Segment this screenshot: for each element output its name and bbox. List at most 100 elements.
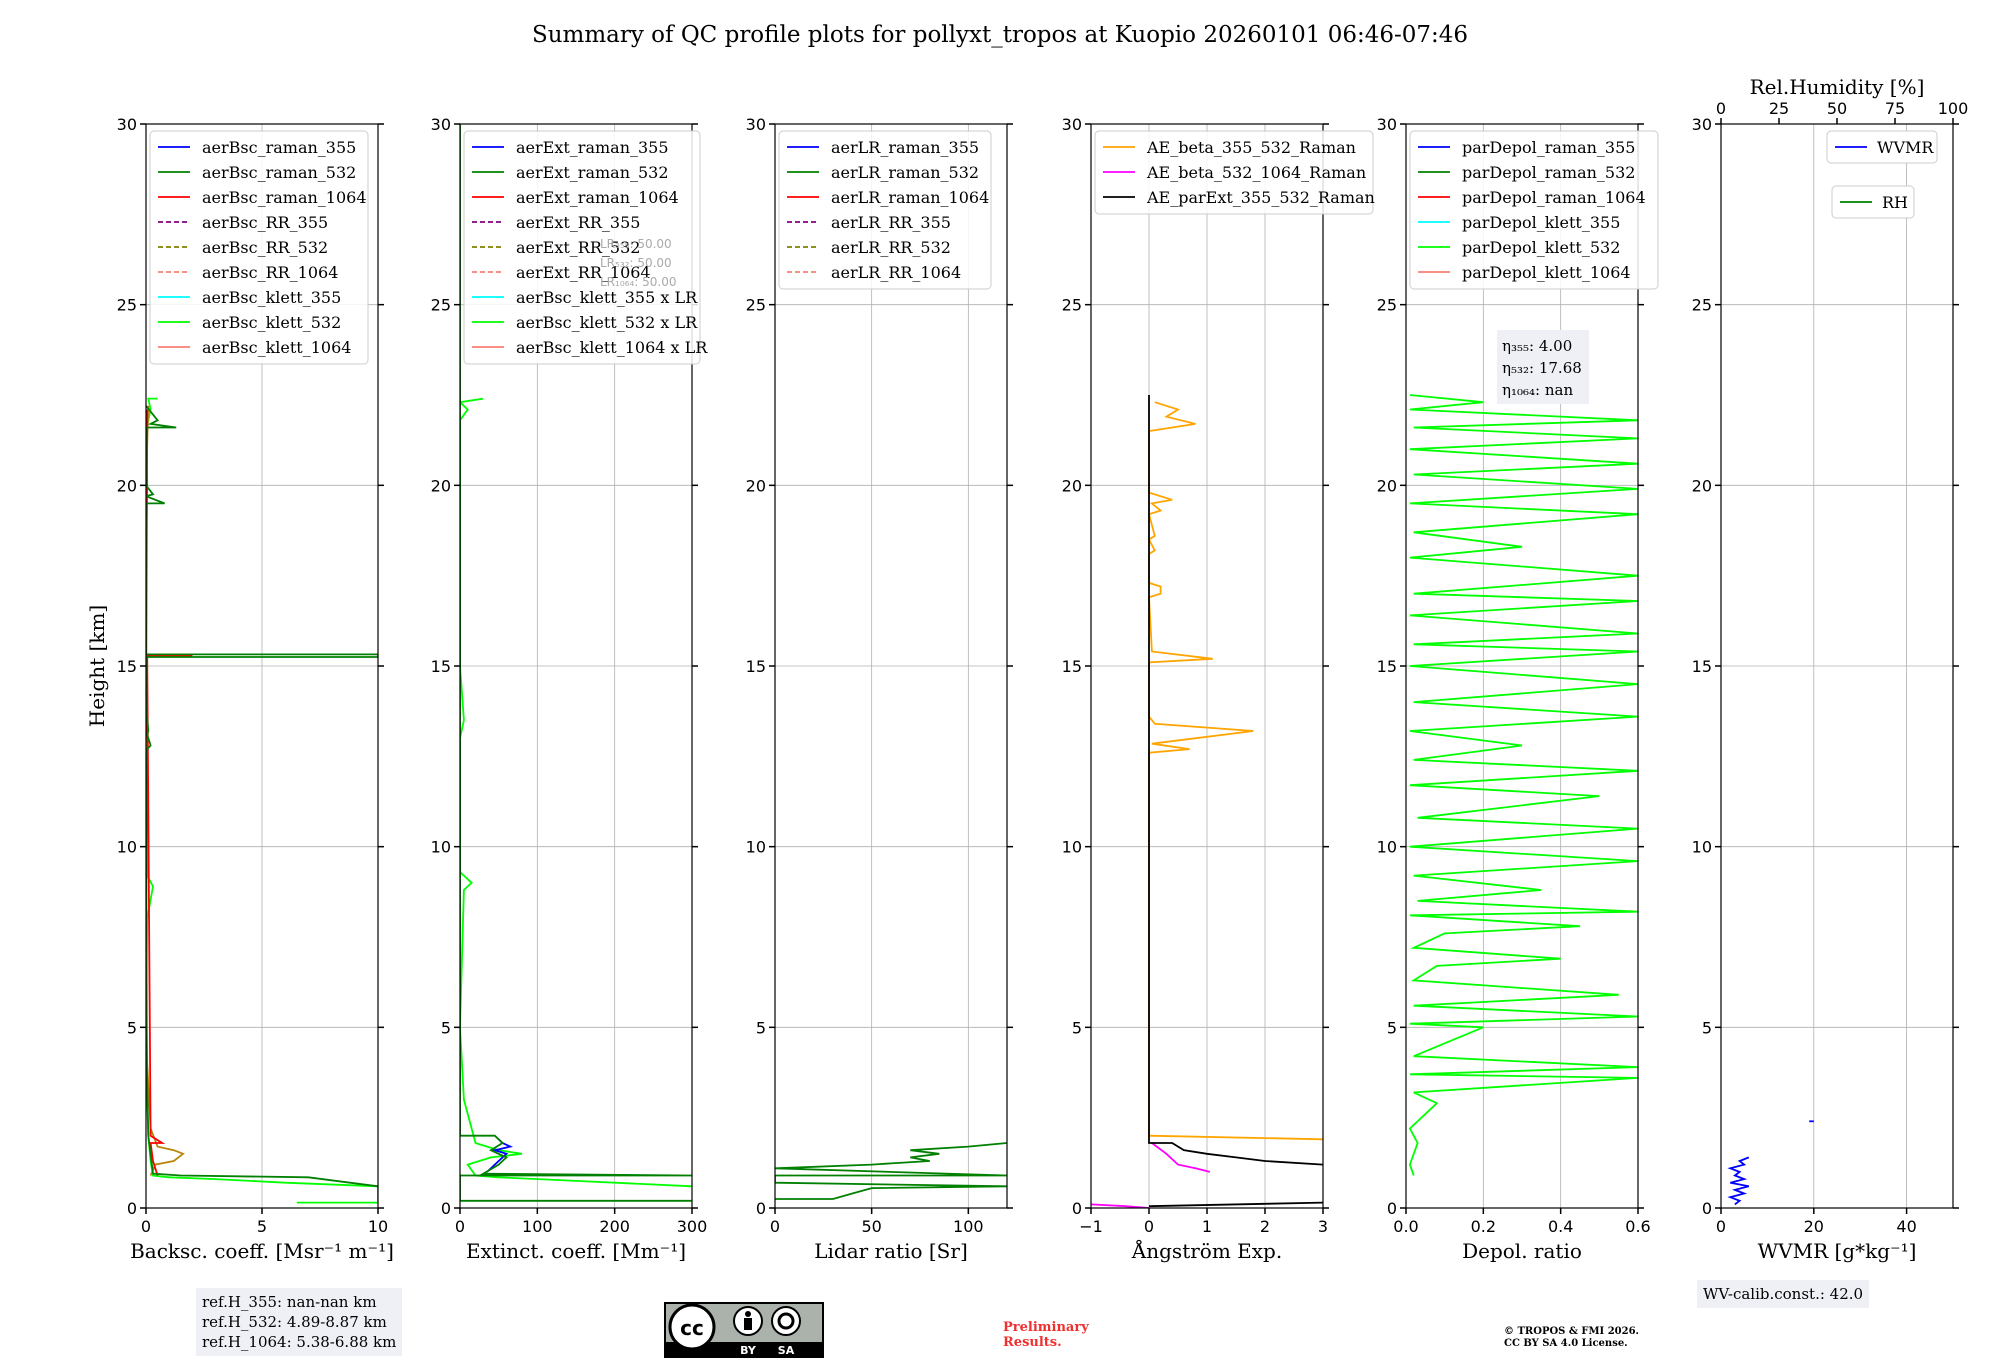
lr-note: LR₁₀₆₄: 50.00: [600, 275, 676, 289]
legend-label: aerBsc_raman_1064: [202, 188, 367, 207]
ytick-label: 20: [117, 476, 137, 495]
legend-label: parDepol_raman_355: [1462, 138, 1635, 157]
ytick-label: 5: [441, 1018, 451, 1037]
ref-height-1064: ref.H_1064: 5.38-6.88 km: [202, 1333, 397, 1351]
xtick-label: 40: [1896, 1217, 1916, 1236]
copyright-line-2: CC BY SA 4.0 License.: [1504, 1338, 1628, 1349]
ytick-label: 25: [1692, 296, 1712, 315]
xtick-label: 0.4: [1548, 1217, 1573, 1236]
ytick-label: 15: [1377, 657, 1397, 676]
legend-label: aerLR_RR_355: [831, 213, 951, 232]
legend-box-rh: [1831, 185, 1915, 219]
wv-calib-text: WV-calib.const.: 42.0: [1703, 1285, 1864, 1303]
ytick-label: 30: [431, 115, 451, 134]
legend-label: aerLR_RR_532: [831, 238, 951, 257]
cc-logo-icon: [668, 1303, 716, 1351]
xtick-label: 100: [953, 1217, 984, 1236]
legend-label: parDepol_raman_532: [1462, 163, 1635, 182]
xtick-label: 0: [141, 1217, 151, 1236]
legend-label: parDepol_klett_532: [1462, 238, 1620, 257]
xtick-label: 5: [257, 1217, 267, 1236]
legend-label: aerBsc_klett_355 x LR: [516, 288, 698, 307]
legend-label: aerBsc_klett_1064 x LR: [516, 338, 708, 357]
figure-title: Summary of QC profile plots for pollyxt_…: [531, 22, 1469, 48]
series-aerBsc_klett_1064: [146, 405, 185, 1176]
xtick-label: 20: [1804, 1217, 1824, 1236]
xtick-label: 0: [1144, 1217, 1154, 1236]
legend-label: aerExt_raman_355: [516, 138, 669, 157]
copyright-line-1: © TROPOS & FMI 2026.: [1504, 1326, 1640, 1337]
series-aerLR_raman_532: [775, 1142, 1007, 1200]
ytick-label: 15: [1062, 657, 1082, 676]
ytick-label: 10: [431, 838, 451, 857]
xaxis-label-backscatter: Backsc. coeff. [Msr⁻¹ m⁻¹]: [130, 1239, 394, 1263]
ref-height-355: ref.H_355: nan-nan km: [202, 1293, 377, 1311]
ytick-label: 0: [756, 1199, 766, 1218]
ytick-label: 5: [1072, 1018, 1082, 1037]
xtick-label: 1: [1202, 1217, 1212, 1236]
legend-box-angstrom: [1094, 130, 1374, 215]
ytick-label: 0: [1387, 1199, 1397, 1218]
xaxis-label-lidar_ratio: Lidar ratio [Sr]: [814, 1239, 968, 1263]
ytick-label: 10: [1377, 838, 1397, 857]
legend-label: parDepol_klett_1064: [1462, 263, 1631, 282]
xtick-label: 0.0: [1393, 1217, 1418, 1236]
by-person-head: [745, 1311, 751, 1317]
yaxis-label: Height [km]: [85, 605, 109, 727]
legend-box-lidar_ratio: [778, 130, 992, 290]
by-person-body: [744, 1318, 752, 1330]
xtick-label: 0: [455, 1217, 465, 1236]
ytick-label: 0: [127, 1199, 137, 1218]
legend-label: RH: [1882, 193, 1908, 212]
preliminary-note: Preliminary Results.: [1003, 1320, 1089, 1350]
xtick-label: 300: [677, 1217, 708, 1236]
legend-label: aerExt_RR_532: [516, 238, 640, 257]
xtick-label: 0.6: [1625, 1217, 1650, 1236]
legend-label: WVMR: [1877, 138, 1934, 157]
copyright-note: © TROPOS & FMI 2026. CC BY SA 4.0 Licens…: [1504, 1326, 1639, 1350]
ytick-label: 5: [1702, 1018, 1712, 1037]
panel-lidar_ratio: 0 5 10 15 20 25 30 0 50 100 Lidar ratio [Sr] aerLR_…: [746, 115, 1013, 1263]
sa-share-arc: [777, 1312, 795, 1330]
legend-label: aerExt_raman_1064: [516, 188, 679, 207]
ytick-label: 30: [746, 115, 766, 134]
ref-height-532: ref.H_532: 4.89-8.87 km: [202, 1313, 387, 1331]
ref-heights-box: ref.H_355: nan-nan km ref.H_532: 4.89-8.…: [196, 1288, 403, 1356]
ytick-label: 30: [1377, 115, 1397, 134]
legend-label: aerBsc_RR_1064: [202, 263, 338, 282]
legend-label: aerBsc_klett_1064: [202, 338, 351, 357]
sa-share-icon: [771, 1306, 801, 1336]
legend-box-extinction: [463, 130, 701, 365]
legend-label: aerBsc_raman_355: [202, 138, 356, 157]
eta-text: η₃₅₅: 4.00: [1502, 337, 1572, 355]
ytick-label: 15: [746, 657, 766, 676]
ytick-label: 5: [1387, 1018, 1397, 1037]
xtick-label: 0: [1716, 1217, 1726, 1236]
top-xtick-label: 75: [1885, 99, 1905, 118]
legend-label: parDepol_klett_355: [1462, 213, 1620, 232]
series-parDepol_klett_532: [1408, 394, 1638, 1176]
ytick-label: 30: [117, 115, 137, 134]
eta-text: η₅₃₂: 17.68: [1502, 359, 1582, 377]
legend-label: AE_beta_532_1064_Raman: [1146, 163, 1366, 182]
legend-label: aerLR_raman_1064: [831, 188, 989, 207]
ytick-label: 15: [1692, 657, 1712, 676]
xtick-label: 200: [599, 1217, 630, 1236]
legend-label: aerExt_raman_532: [516, 163, 669, 182]
legend-label: parDepol_raman_1064: [1462, 188, 1646, 207]
ytick-label: 0: [1072, 1199, 1082, 1218]
legend-label: aerBsc_RR_355: [202, 213, 328, 232]
panel-depol: 0 5 10 15 20 25 30 0.0 0.2 0.4 0.6 Depol. ratio parD…: [1377, 115, 1659, 1263]
xaxis-label-extinction: Extinct. coeff. [Mm⁻¹]: [466, 1239, 686, 1263]
top-xtick-label: 50: [1827, 99, 1847, 118]
ytick-label: 20: [1692, 476, 1712, 495]
panel-backscatter: 0 5 10 15 20 25 30 0 5 10 Backsc. coeff. [Msr⁻¹ m⁻…: [117, 115, 394, 1263]
series-aerExt_raman_532: [460, 124, 692, 1202]
xaxis-label-wvmr: WVMR [g*kg⁻¹]: [1758, 1239, 1917, 1263]
ytick-label: 0: [1702, 1199, 1712, 1218]
ytick-label: 25: [1062, 296, 1082, 315]
legend-label: AE_parExt_355_532_Raman: [1146, 188, 1375, 207]
legend-label: aerBsc_klett_532 x LR: [516, 313, 698, 332]
series-aerBsc_raman_1064: [146, 409, 193, 1176]
